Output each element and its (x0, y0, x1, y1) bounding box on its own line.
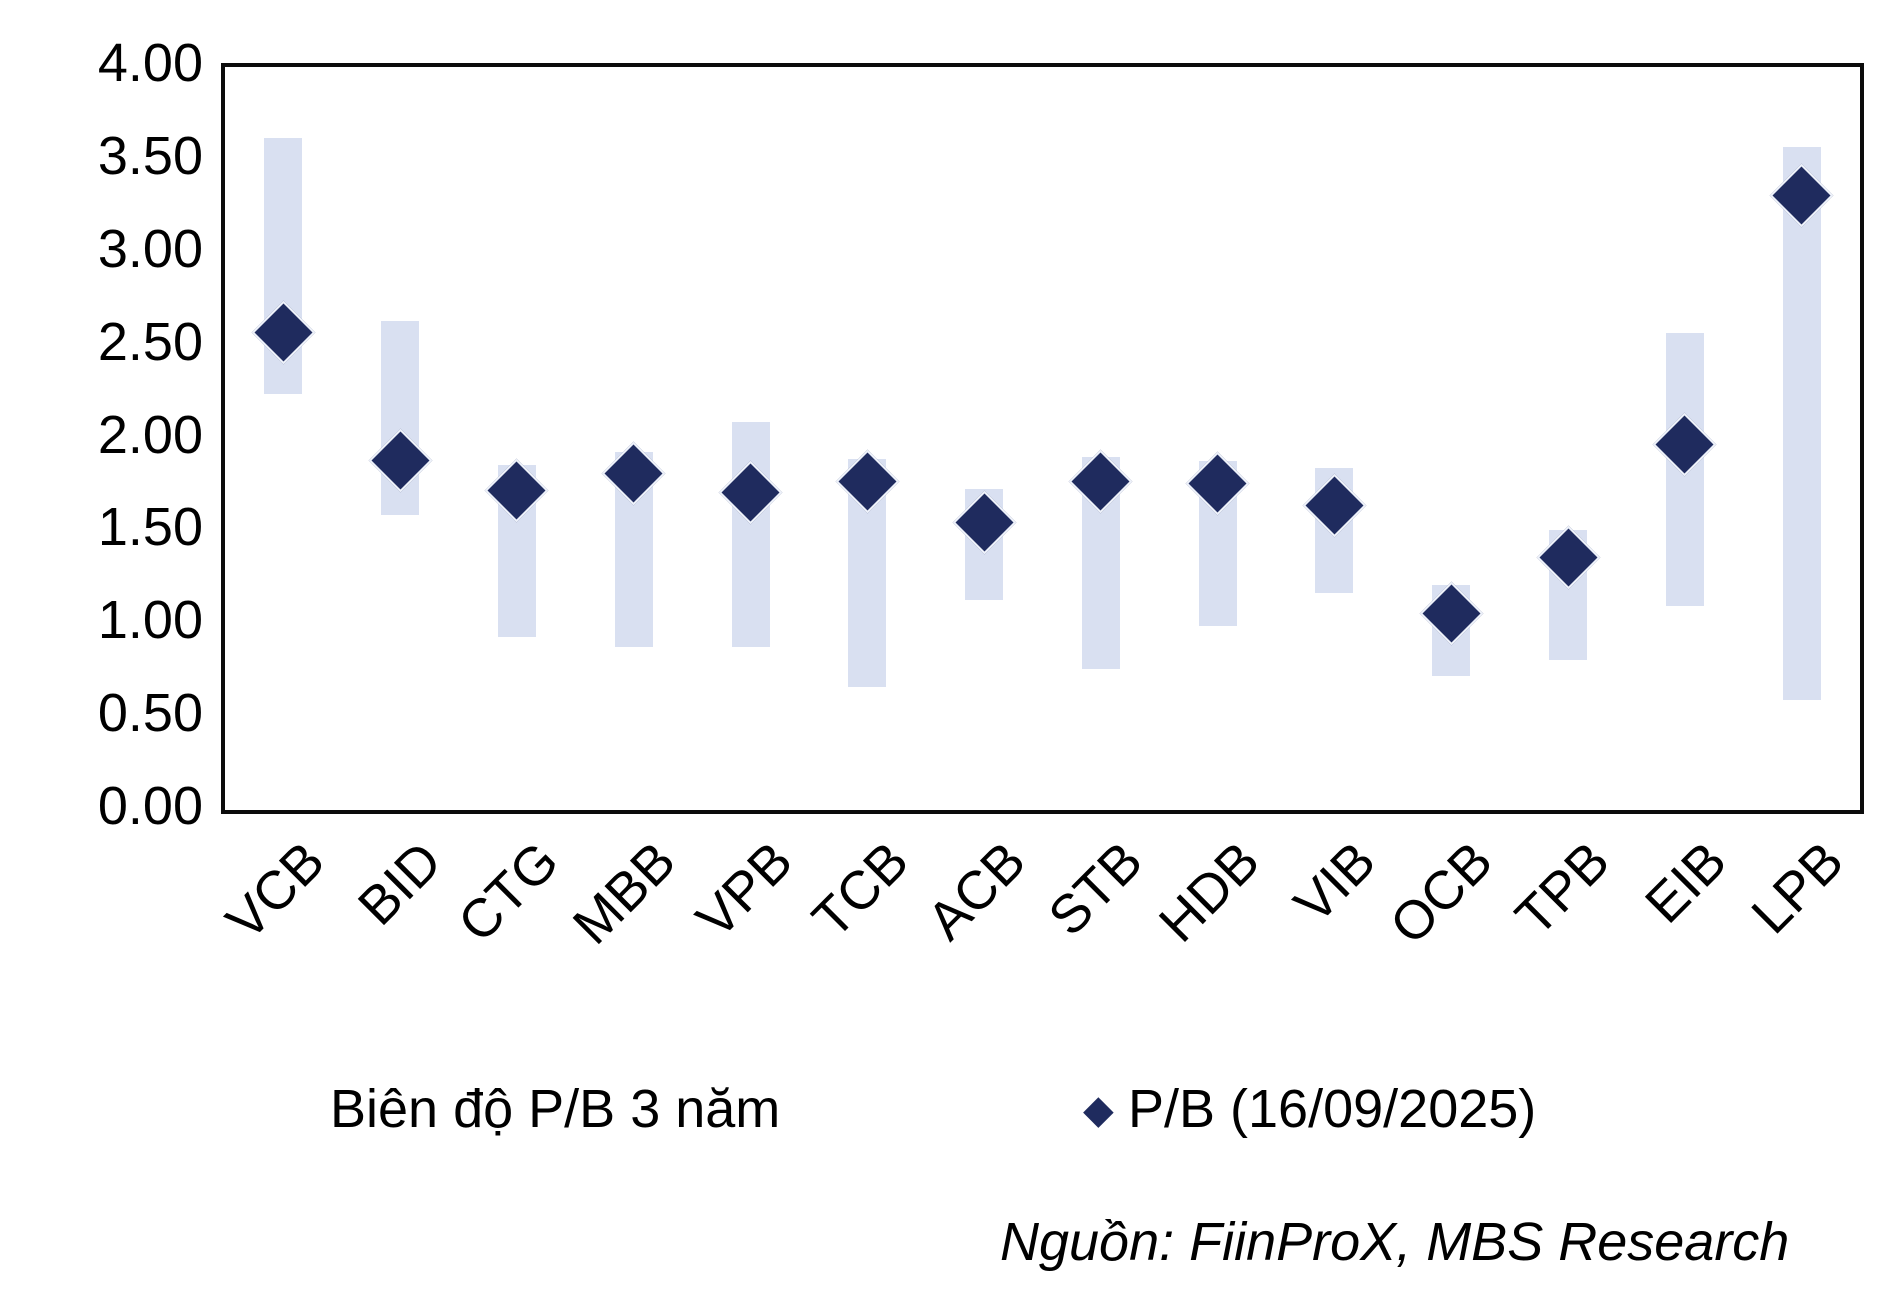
pb-current-diamond-marker (718, 460, 783, 525)
pb-current-diamond-marker (1185, 451, 1250, 515)
pb-current-diamond-marker (1652, 412, 1717, 476)
y-tick-label: 3.50 (97, 125, 203, 186)
pb-current-diamond-marker (1419, 581, 1484, 645)
plot-area (221, 63, 1864, 814)
pb-current-diamond-marker (1536, 525, 1600, 590)
y-tick-label: 4.00 (97, 33, 203, 93)
legend-diamond-icon: ◆ (1083, 1088, 1114, 1132)
pb-range-bar (731, 421, 770, 647)
y-tick-label: 1.50 (97, 497, 203, 558)
pb-current-diamond-marker (485, 458, 549, 523)
pb-range-bar (1782, 146, 1821, 701)
y-tick-label: 0.50 (97, 683, 203, 744)
pb-current-diamond-marker (835, 449, 900, 514)
pb-current-diamond-marker (251, 300, 316, 365)
source-note: Nguồn: FiinProX, MBS Research (1000, 1212, 1790, 1272)
legend-label-range: Biên độ P/B 3 năm (330, 1079, 781, 1139)
pb-current-diamond-marker (1069, 449, 1133, 514)
pb-current-diamond-marker (368, 428, 432, 493)
legend-label-marker: P/B (16/09/2025) (1128, 1079, 1537, 1139)
pb-current-diamond-marker (1769, 163, 1834, 227)
pb-current-diamond-marker (601, 441, 666, 506)
pb-current-diamond-marker (1302, 473, 1367, 538)
y-tick-label: 3.00 (97, 218, 203, 279)
pb-current-diamond-marker (952, 490, 1016, 554)
y-tick-label: 2.00 (97, 404, 203, 465)
y-tick-label: 0.00 (97, 776, 203, 836)
y-tick-label: 1.00 (97, 590, 203, 651)
y-tick-label: 2.50 (97, 311, 203, 372)
